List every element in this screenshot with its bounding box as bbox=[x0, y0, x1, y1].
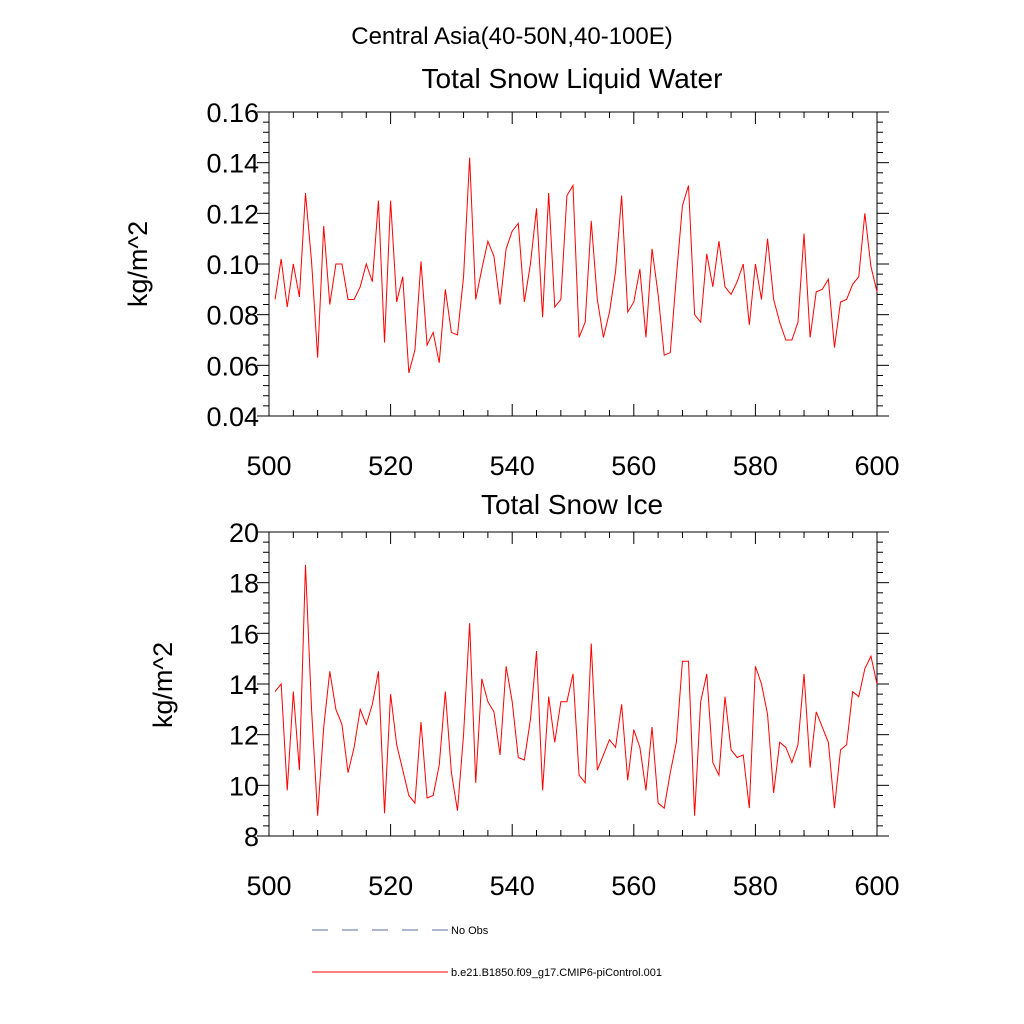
y-tick-label: 8 bbox=[244, 822, 259, 852]
y-tick-label: 0.06 bbox=[206, 351, 259, 381]
x-tick-label: 500 bbox=[246, 871, 291, 901]
chart-total-snow-ice: Total Snow Ice kg/m^2 500 520 540 560 580 600… bbox=[148, 489, 900, 901]
y-tick-label: 10 bbox=[229, 771, 259, 801]
chart-total-snow-liquid-water: Total Snow Liquid Water kg/m^2 500 520 540… bbox=[123, 63, 900, 481]
series-line bbox=[274, 564, 878, 816]
y-tick-label: 20 bbox=[229, 518, 259, 548]
series-line bbox=[274, 157, 878, 374]
y-tick-label: 14 bbox=[229, 670, 259, 700]
x-tick-label: 560 bbox=[611, 451, 656, 481]
x-tick-label: 520 bbox=[368, 451, 413, 481]
x-tick-label: 580 bbox=[733, 451, 778, 481]
y-tick-label: 12 bbox=[229, 721, 259, 751]
legend-model-label: b.e21.B1850.f09_g17.CMIP6-piControl.001 bbox=[451, 967, 662, 979]
y-tick-label: 0.14 bbox=[206, 149, 259, 179]
y-tick-label: 0.16 bbox=[206, 98, 259, 128]
x-tick-label: 500 bbox=[246, 451, 291, 481]
x-tick-label: 540 bbox=[490, 451, 535, 481]
x-tick-label: 540 bbox=[490, 871, 535, 901]
y-tick-label: 0.08 bbox=[206, 301, 259, 331]
x-tick-label: 580 bbox=[733, 871, 778, 901]
plot-frame bbox=[268, 531, 878, 837]
chart-title: Total Snow Liquid Water bbox=[422, 63, 723, 94]
y-axis-label: kg/m^2 bbox=[148, 642, 178, 728]
page-title: Central Asia(40-50N,40-100E) bbox=[351, 23, 673, 50]
x-tick-label: 600 bbox=[854, 871, 899, 901]
y-tick-label: 16 bbox=[229, 619, 259, 649]
y-tick-label: 0.12 bbox=[206, 199, 259, 229]
legend-obs-label: No Obs bbox=[451, 925, 489, 937]
plot-frame bbox=[268, 111, 878, 417]
y-tick-label: 0.04 bbox=[206, 402, 259, 432]
x-tick-label: 520 bbox=[368, 871, 413, 901]
x-tick-label: 600 bbox=[854, 451, 899, 481]
y-tick-label: 0.10 bbox=[206, 250, 259, 280]
chart-title: Total Snow Ice bbox=[481, 489, 663, 520]
y-axis-label: kg/m^2 bbox=[123, 221, 153, 307]
y-tick-label: 18 bbox=[229, 569, 259, 599]
legend: No Obs b.e21.B1850.f09_g17.CMIP6-piContr… bbox=[312, 925, 662, 979]
x-tick-label: 560 bbox=[611, 871, 656, 901]
